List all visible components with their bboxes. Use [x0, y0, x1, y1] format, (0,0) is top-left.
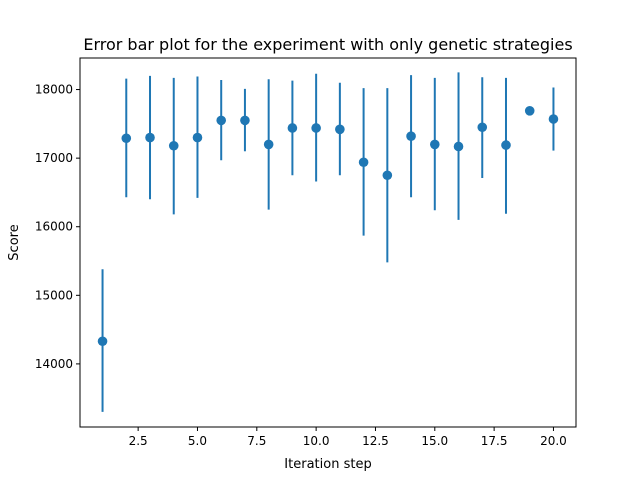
- x-tick-label: 10.0: [303, 434, 330, 448]
- data-point: [263, 139, 274, 150]
- data-point: [287, 123, 298, 133]
- x-axis-label: Iteration step: [284, 457, 371, 472]
- data-point: [216, 115, 227, 126]
- axes: 2.5 5.0 7.5 10.0 12.5 15.0 17.5 20.0 14000 15000 1…: [35, 83, 567, 448]
- y-tick-label: 14000: [35, 357, 73, 371]
- x-tick-label: 5.0: [188, 434, 207, 448]
- data-point: [501, 140, 511, 150]
- x-tick-label: 17.5: [481, 434, 508, 448]
- data-point: [121, 133, 132, 144]
- chart-title: Error bar plot for the experiment with o…: [83, 35, 572, 54]
- y-axis-label: Score: [7, 224, 22, 260]
- data-point: [145, 132, 155, 143]
- data-point: [335, 124, 345, 135]
- x-tick-label: 2.5: [129, 434, 148, 448]
- y-tick-label: 18000: [35, 83, 73, 97]
- x-tick-label: 12.5: [362, 434, 389, 448]
- data-point: [311, 123, 321, 133]
- data-point: [382, 170, 393, 181]
- data-point: [192, 132, 203, 143]
- y-tick-label: 17000: [35, 151, 73, 165]
- data-point: [429, 139, 440, 150]
- x-tick-label: 15.0: [421, 434, 448, 448]
- x-tick-label: 7.5: [247, 434, 266, 448]
- plot-frame: [79, 57, 577, 428]
- x-tick-label: 20.0: [540, 434, 567, 448]
- data-point: [240, 115, 250, 126]
- data-point: [524, 106, 535, 116]
- data-point: [477, 122, 488, 133]
- y-tick-label: 16000: [35, 220, 73, 234]
- y-tick-label: 15000: [35, 288, 73, 302]
- data-point: [358, 157, 369, 168]
- data-marks: [97, 72, 559, 412]
- data-point: [406, 131, 416, 141]
- data-point: [453, 141, 464, 152]
- data-point: [548, 114, 559, 124]
- data-point: [168, 140, 179, 151]
- data-point: [97, 336, 108, 347]
